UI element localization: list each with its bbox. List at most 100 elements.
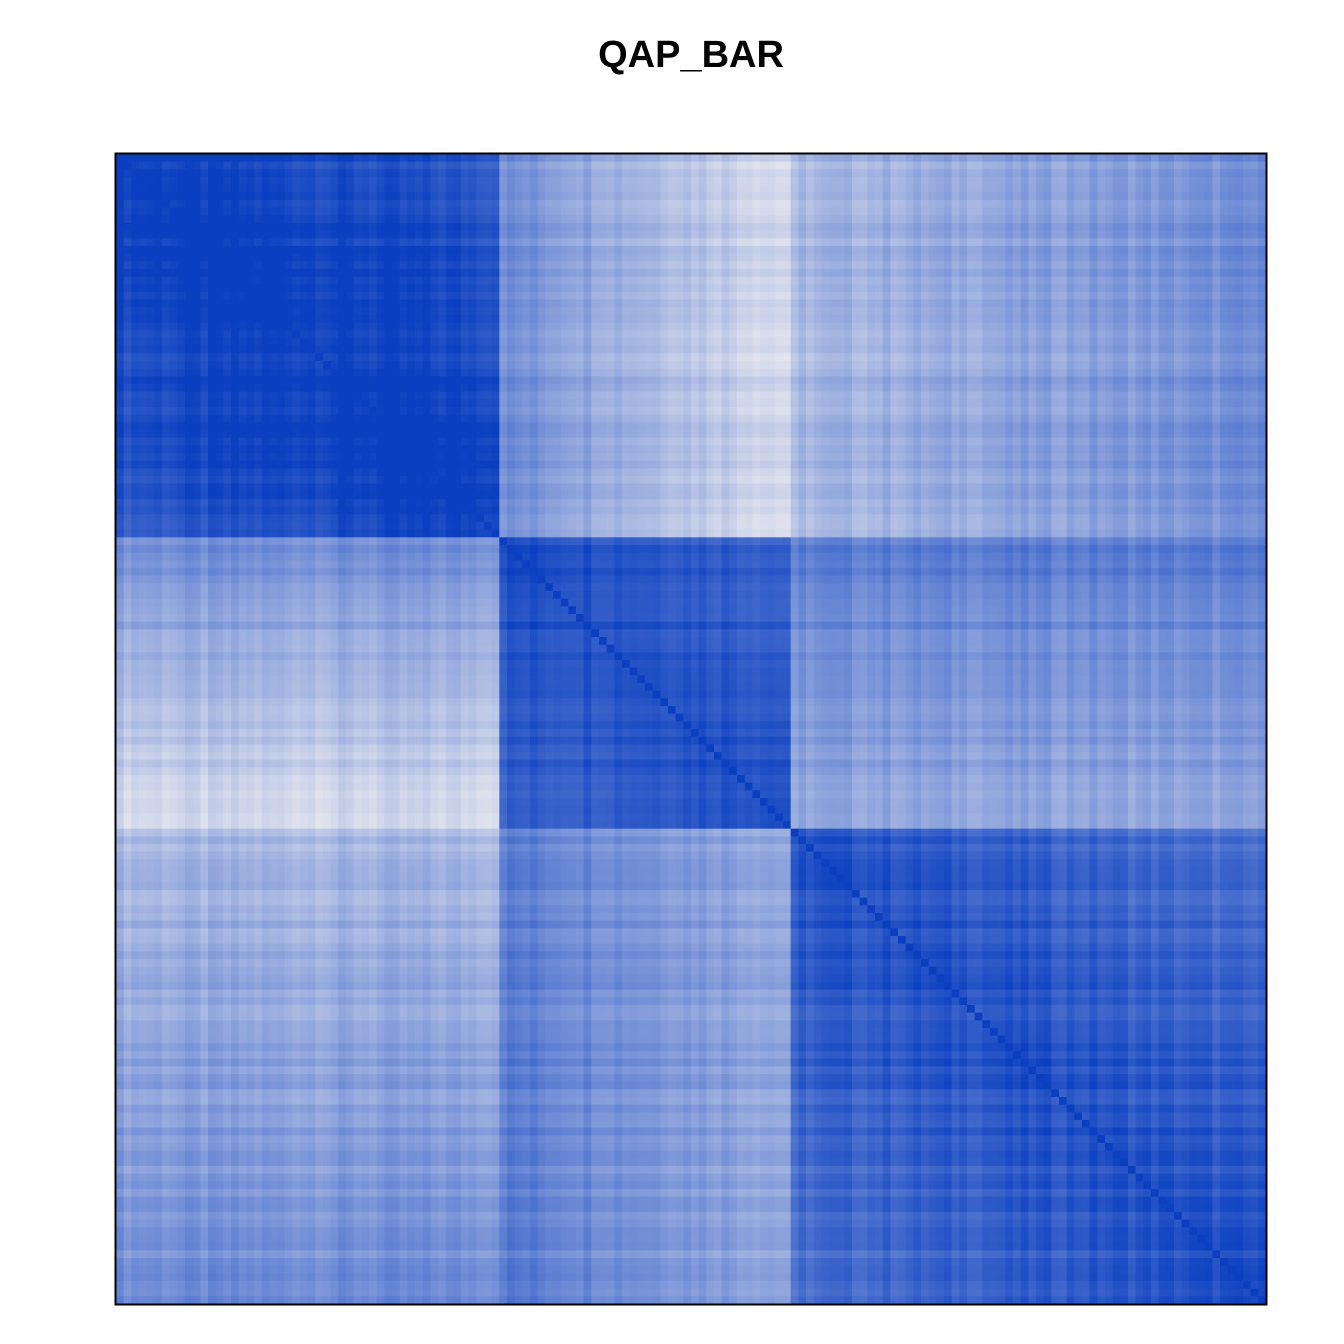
heatmap-cell	[200, 169, 209, 178]
heatmap-cell	[752, 391, 761, 400]
heatmap-cell	[307, 200, 316, 209]
heatmap-cell	[507, 269, 516, 278]
heatmap-cell	[1135, 276, 1144, 285]
heatmap-cell	[323, 368, 332, 377]
heatmap-cell	[1135, 246, 1144, 255]
heatmap-cell	[798, 338, 807, 347]
heatmap-cell	[307, 184, 316, 193]
heatmap-cell	[200, 284, 209, 293]
heatmap-cell	[714, 161, 723, 170]
heatmap-cell	[284, 230, 293, 239]
heatmap-cell	[445, 169, 454, 178]
heatmap-cell	[852, 391, 861, 400]
heatmap-cell	[982, 368, 991, 377]
heatmap-cell	[683, 353, 692, 362]
heatmap-cell	[783, 200, 792, 209]
heatmap-cell	[614, 207, 623, 216]
heatmap-cell	[1036, 376, 1045, 385]
heatmap-cell	[361, 338, 370, 347]
heatmap-cell	[545, 345, 554, 354]
heatmap-cell	[169, 284, 178, 293]
heatmap-cell	[422, 215, 431, 224]
heatmap-cell	[1212, 238, 1221, 247]
heatmap-cell	[783, 184, 792, 193]
heatmap-cell	[1174, 361, 1183, 370]
heatmap-cell	[1197, 269, 1206, 278]
heatmap-cell	[752, 299, 761, 308]
heatmap-cell	[1227, 207, 1236, 216]
heatmap-cell	[691, 361, 700, 370]
heatmap-cell	[192, 407, 201, 416]
heatmap-cell	[706, 284, 715, 293]
heatmap-cell	[215, 338, 224, 347]
heatmap-cell	[353, 384, 362, 393]
heatmap-cell	[254, 391, 263, 400]
heatmap-cell	[844, 284, 853, 293]
heatmap-cell	[453, 246, 462, 255]
heatmap-cell	[545, 200, 554, 209]
heatmap-cell	[798, 246, 807, 255]
heatmap-cell	[215, 161, 224, 170]
heatmap-cell	[162, 161, 171, 170]
heatmap-cell	[323, 391, 332, 400]
heatmap-cell	[859, 384, 868, 393]
heatmap-cell	[415, 177, 424, 186]
heatmap-cell	[668, 223, 677, 232]
heatmap-cell	[1258, 215, 1267, 224]
heatmap-cell	[1036, 276, 1045, 285]
heatmap-cell	[307, 161, 316, 170]
heatmap-cell	[185, 200, 194, 209]
heatmap-cell	[714, 192, 723, 201]
heatmap-cell	[277, 292, 286, 301]
heatmap-cell	[338, 330, 347, 339]
heatmap-cell	[1028, 253, 1037, 262]
heatmap-cell	[1135, 299, 1144, 308]
heatmap-cell	[399, 345, 408, 354]
heatmap-cell	[461, 269, 470, 278]
heatmap-cell	[369, 338, 378, 347]
heatmap-cell	[714, 361, 723, 370]
heatmap-cell	[307, 353, 316, 362]
heatmap-cell	[560, 177, 569, 186]
heatmap-cell	[307, 177, 316, 186]
heatmap-cell	[208, 307, 217, 316]
heatmap-cell	[1243, 246, 1252, 255]
heatmap-cell	[277, 253, 286, 262]
heatmap-cell	[238, 292, 247, 301]
heatmap-cell	[668, 269, 677, 278]
heatmap-cell	[146, 223, 155, 232]
heatmap-cell	[660, 330, 669, 339]
heatmap-cell	[369, 407, 378, 416]
heatmap-cell	[882, 276, 891, 285]
heatmap-cell	[967, 246, 976, 255]
heatmap-cell	[560, 200, 569, 209]
heatmap-cell	[844, 169, 853, 178]
heatmap-cell	[997, 292, 1006, 301]
heatmap-cell	[1089, 230, 1098, 239]
heatmap-cell	[1082, 238, 1091, 247]
heatmap-cell	[890, 345, 899, 354]
heatmap-cell	[783, 238, 792, 247]
heatmap-cell	[453, 215, 462, 224]
heatmap-cell	[1258, 192, 1267, 201]
heatmap-cell	[806, 276, 815, 285]
heatmap-cell	[491, 261, 500, 270]
heatmap-cell	[668, 322, 677, 331]
heatmap-cell	[944, 261, 953, 270]
heatmap-cell	[323, 246, 332, 255]
heatmap-cell	[491, 368, 500, 377]
heatmap-cell	[1143, 292, 1152, 301]
heatmap-cell	[507, 177, 516, 186]
heatmap-cell	[721, 384, 730, 393]
heatmap-cell	[729, 307, 738, 316]
heatmap-cell	[806, 154, 815, 163]
heatmap-cell	[898, 368, 907, 377]
heatmap-cell	[1235, 246, 1244, 255]
heatmap-cell	[399, 154, 408, 163]
heatmap-cell	[836, 292, 845, 301]
heatmap-cell	[760, 269, 769, 278]
heatmap-cell	[192, 384, 201, 393]
heatmap-cell	[376, 353, 385, 362]
heatmap-cell	[453, 177, 462, 186]
heatmap-cell	[967, 307, 976, 316]
